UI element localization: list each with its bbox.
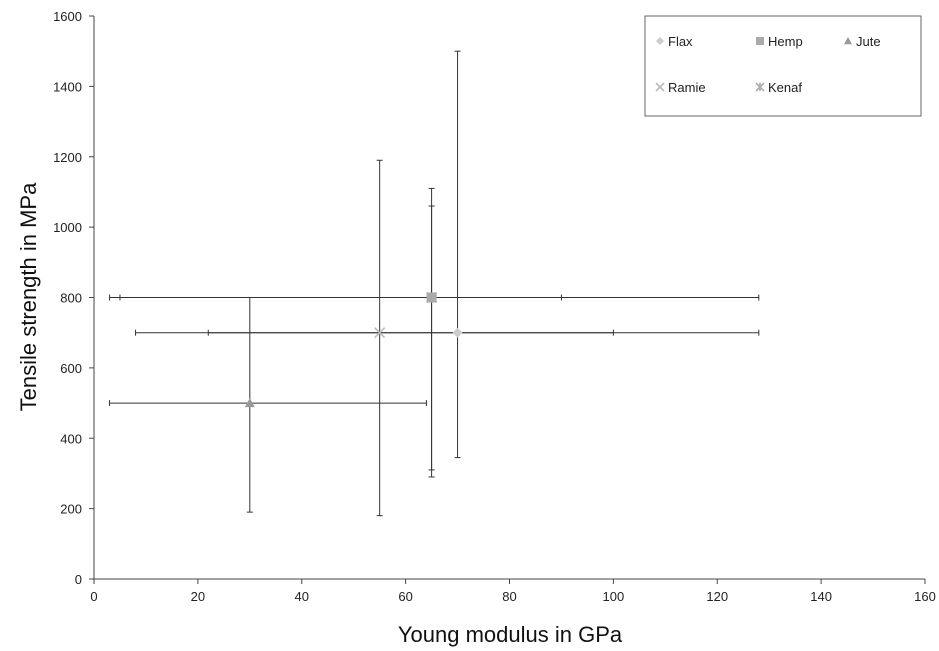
legend-box <box>644 15 922 117</box>
legend-ramie-label: Ramie <box>668 80 706 95</box>
x-tick-label: 60 <box>398 589 412 604</box>
x-tick-label: 80 <box>502 589 516 604</box>
tick-marks: 0 20 40 60 80 100 120 140 1600200400600800100012… <box>53 9 936 604</box>
legend-kenaf-marker <box>755 82 765 92</box>
legend-flax-label: Flax <box>668 34 693 49</box>
y-tick-label: 800 <box>60 291 82 306</box>
y-tick-label: 1000 <box>53 220 82 235</box>
data-markers <box>244 291 463 408</box>
flax-point <box>452 327 463 338</box>
y-tick-label: 0 <box>75 572 82 587</box>
legend-jute-label: Jute <box>856 34 881 49</box>
x-tick-label: 20 <box>191 589 205 604</box>
x-tick-label: 40 <box>295 589 309 604</box>
error-bars <box>109 50 760 517</box>
y-tick-label: 600 <box>60 361 82 376</box>
y-tick-label: 1600 <box>53 9 82 24</box>
y-tick-label: 200 <box>60 502 82 517</box>
legend-ramie-marker <box>655 82 665 92</box>
x-tick-label: 100 <box>603 589 625 604</box>
y-tick-label: 1400 <box>53 79 82 94</box>
ramie-point <box>374 327 386 339</box>
legend-hemp-marker <box>756 37 764 45</box>
kenaf-point <box>426 291 438 304</box>
x-tick-label: 0 <box>90 589 97 604</box>
legend-hemp-label: Hemp <box>768 34 803 49</box>
legend-ramie-marker-stroke <box>655 82 665 92</box>
legend: Flax Hemp Jute Ramie Kenaf <box>644 15 922 117</box>
y-axis-title: Tensile strength in MPa <box>16 182 41 411</box>
y-tick-label: 400 <box>60 431 82 446</box>
legend-jute-marker <box>844 37 852 45</box>
legend-flax-marker <box>656 37 664 45</box>
legend-kenaf-label: Kenaf <box>768 80 802 95</box>
x-axis-title: Young modulus in GPa <box>398 622 623 647</box>
x-tick-label: 120 <box>706 589 728 604</box>
jute-point <box>244 398 255 408</box>
ramie-point-stroke <box>374 327 386 339</box>
y-tick-label: 1200 <box>53 150 82 165</box>
x-tick-label: 160 <box>914 589 936 604</box>
x-tick-label: 140 <box>810 589 832 604</box>
